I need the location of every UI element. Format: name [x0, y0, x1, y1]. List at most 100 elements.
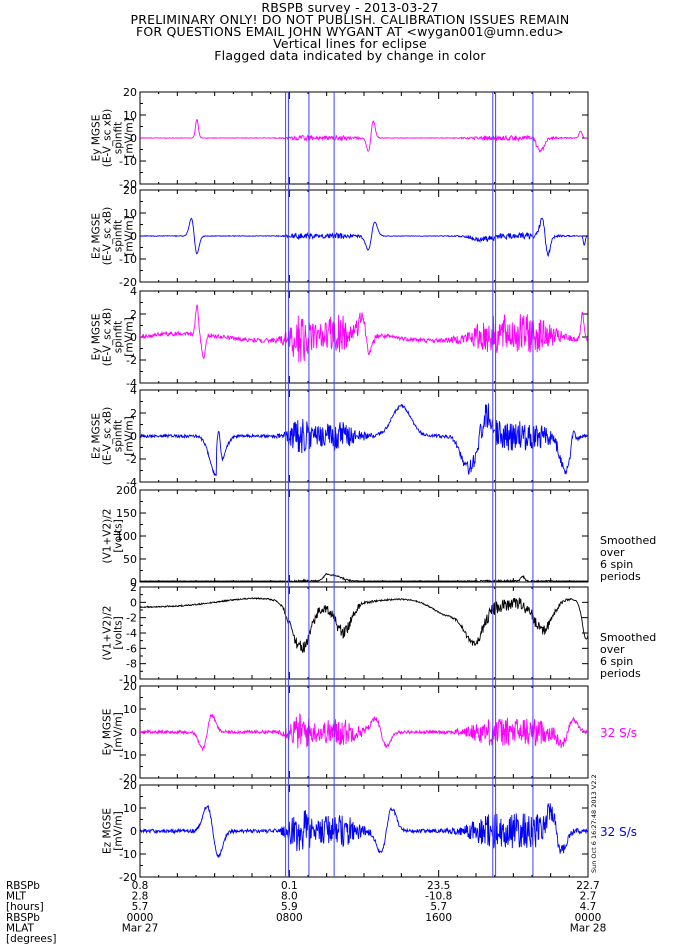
y-tick-label: -20 [119, 871, 137, 884]
y-axis-label-line: Ez MGSE [91, 413, 103, 459]
panel-note: over [600, 643, 625, 656]
header-warning: PRELIMINARY ONLY! DO NOT PUBLISH. CALIBR… [130, 12, 570, 27]
y-tick-label: -2 [126, 612, 137, 625]
panel-ez_spinfit_2: -4 -2 0 2 4 Ez MGSE (E-V_sc xB) spinfit [mV/m] [91, 384, 589, 489]
footer-value: 5.9 [281, 901, 298, 913]
y-axis-label-line: [mV/m] [113, 712, 125, 751]
y-axis-label: (V1+V2)/2 [volts] [102, 606, 125, 661]
y-tick-label: -8 [126, 658, 137, 671]
panel-note: Smoothed [600, 534, 656, 547]
y-axis-label-line: [mV/m] [124, 416, 136, 455]
panel-ey_32: -20 -10 0 10 20 Ey MGSE [mV/m] 32 S/s [102, 680, 638, 785]
y-tick-label: 10 [123, 109, 137, 122]
y-tick-label: 2 [130, 581, 137, 594]
y-axis-label-line: Ez MGSE [91, 213, 103, 259]
y-tick-label: 0 [130, 726, 137, 739]
footer-value: 0800 [276, 912, 303, 924]
footer-row-label: [degrees] [6, 933, 56, 945]
footer-row-label: MLT [6, 891, 26, 903]
y-tick-label: 4 [130, 384, 137, 397]
footer-value: 2.8 [132, 891, 149, 903]
y-tick-label: 50 [123, 553, 137, 566]
footer-row-label: RBSPb [6, 880, 40, 892]
y-tick-label: -6 [126, 642, 137, 655]
y-axis-label-line: [mV/m] [124, 118, 136, 157]
series-line-ez_spinfit_1 [140, 217, 588, 258]
y-tick-label: -2 [126, 354, 137, 367]
y-axis-label: Ez MGSE (E-V_sc xB) spinfit [mV/m] [91, 407, 136, 465]
y-axis-label-line: [mV/m] [124, 317, 136, 356]
y-tick-label: -20 [119, 772, 137, 785]
footer-value: 0.1 [281, 880, 298, 892]
y-tick-label: -10 [119, 673, 137, 686]
y-axis-label-line: (E-V_sc xB) [102, 407, 114, 465]
series-line-ey_spinfit_2 [140, 304, 588, 363]
y-tick-label: 20 [123, 184, 137, 197]
header-title: RBSPB survey - 2013-03-27 [261, 0, 439, 15]
y-axis-label-line: Ey MGSE [91, 115, 103, 162]
y-tick-label: 20 [123, 779, 137, 792]
y-axis-label: Ey MGSE (E-V_sc xB) spinfit [mV/m] [91, 109, 136, 167]
y-tick-label: -10 [119, 155, 137, 168]
footer-value: 0000 [575, 912, 602, 924]
y-axis-label-line: [mV/m] [124, 216, 136, 255]
y-axis-label: Ez MGSE (E-V_sc xB) spinfit [mV/m] [91, 207, 136, 265]
y-tick-label: 2 [130, 407, 137, 420]
y-tick-label: 0 [130, 430, 137, 443]
panel-note: 32 S/s [600, 726, 637, 740]
series-line-ey_spinfit_1 [140, 119, 588, 153]
y-axis-label-line: [volts] [113, 616, 125, 649]
side-stamp-text: Sun Oct 6 16:27:48 2013 V2.2 [590, 774, 598, 873]
y-tick-label: 2 [130, 308, 137, 321]
series-line-ez_32 [140, 803, 588, 858]
footer-value: 5.7 [430, 901, 447, 913]
series-line-ez_spinfit_2 [140, 403, 588, 477]
y-tick-label: 10 [123, 802, 137, 815]
y-axis-label-line: (V1+V2)/2 [102, 606, 114, 661]
y-axis-label-line: (E-V_sc xB) [102, 308, 114, 366]
header-eclipse-note: Vertical lines for eclipse [273, 36, 427, 51]
y-tick-label: -4 [126, 377, 137, 390]
y-axis-label-line: spinfit [113, 420, 125, 452]
header-contact: FOR QUESTIONS EMAIL JOHN WYGANT AT <wyga… [135, 24, 564, 39]
series-line-ey_32 [140, 712, 588, 752]
y-tick-label: 200 [116, 484, 137, 497]
y-tick-label: 10 [123, 703, 137, 716]
y-tick-label: -4 [126, 476, 137, 489]
y-tick-label: -10 [119, 253, 137, 266]
y-axis-label: Ey MGSE (E-V_sc xB) spinfit [mV/m] [91, 308, 136, 366]
y-axis-label: (V1+V2)/2 [volts] [102, 509, 125, 564]
y-tick-label: -20 [119, 276, 137, 289]
footer-value: 4.7 [580, 901, 597, 913]
y-axis-label-line: [volts] [113, 519, 125, 552]
panel-vsum_neg: -10 -8 -6 -4 -2 0 2 (V1+V2)/2 [volts] Smoothedove… [102, 581, 657, 686]
header-flag-note: Flagged data indicated by change in colo… [214, 48, 486, 63]
y-tick-label: 100 [116, 530, 137, 543]
y-axis-label-line: [mV/m] [113, 811, 125, 850]
y-tick-label: -10 [119, 749, 137, 762]
footer-value: Mar 28 [570, 922, 607, 934]
y-tick-label: -4 [126, 627, 137, 640]
panel-note: 6 spin [600, 655, 633, 668]
panel-frame [139, 489, 589, 583]
footer-value: 23.5 [427, 880, 450, 892]
footer-row-label: RBSPb [6, 912, 40, 924]
y-tick-label: 0 [130, 230, 137, 243]
footer-value: 1600 [425, 912, 452, 924]
panel-note: 32 S/s [600, 825, 637, 839]
footer-value: Mar 27 [122, 922, 159, 934]
y-axis-label-line: Ey MGSE [102, 709, 114, 756]
y-tick-label: -20 [119, 178, 137, 191]
footer-value: 22.7 [576, 880, 599, 892]
y-axis-label-line: spinfit [113, 122, 125, 154]
footer-value: 2.7 [580, 891, 597, 903]
footer-value: -10.8 [425, 891, 452, 903]
panel-ez_32: -20 -10 0 10 20 Ez MGSE [mV/m] 32 S/s [102, 779, 638, 884]
y-axis-label-line: Ez MGSE [102, 808, 114, 854]
panel-note: periods [600, 667, 641, 680]
series-line-vsum_neg [140, 597, 588, 653]
y-axis-label-line: spinfit [113, 220, 125, 252]
y-axis-label: Ey MGSE [mV/m] [102, 709, 125, 756]
